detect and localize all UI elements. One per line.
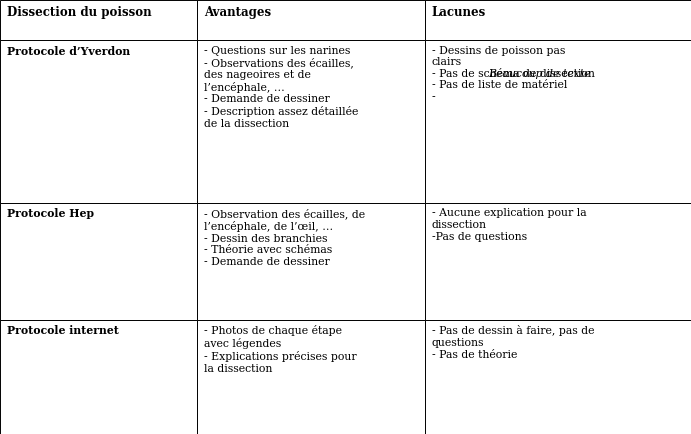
Bar — [197, 203, 425, 320]
Text: Avantages: Avantages — [204, 6, 271, 19]
Bar — [197, 0, 425, 40]
Text: - Pas de dessin à faire, pas de
questions
- Pas de théorie: - Pas de dessin à faire, pas de question… — [432, 326, 594, 360]
Text: - Observation des écailles, de
l’encéphale, de l’œil, …
- Dessin des branchies
-: - Observation des écailles, de l’encépha… — [204, 208, 365, 267]
Bar — [0, 203, 197, 320]
Bar — [197, 40, 425, 203]
Bar — [425, 320, 691, 434]
Bar — [197, 320, 425, 434]
Text: Protocole Hep: Protocole Hep — [7, 208, 94, 219]
Bar — [425, 203, 691, 320]
Text: Lacunes: Lacunes — [432, 6, 486, 19]
Text: Dissection du poisson: Dissection du poisson — [7, 6, 151, 19]
Text: Protocole internet: Protocole internet — [7, 326, 119, 336]
Text: - Aucune explication pour la
dissection
-Pas de questions: - Aucune explication pour la dissection … — [432, 208, 587, 241]
Bar — [0, 40, 197, 203]
Bar — [425, 40, 691, 203]
Text: - Dessins de poisson pas
clairs
- Pas de schéma de dissection
- Pas de liste de : - Dessins de poisson pas clairs - Pas de… — [432, 46, 595, 102]
Text: Beaucoup de texte: Beaucoup de texte — [488, 69, 590, 79]
Bar — [0, 320, 197, 434]
Bar — [0, 0, 197, 40]
Text: - Photos de chaque étape
avec légendes
- Explications précises pour
la dissectio: - Photos de chaque étape avec légendes -… — [204, 326, 357, 374]
Bar — [425, 0, 691, 40]
Text: - Questions sur les narines
- Observations des écailles,
des nageoires et de
l’e: - Questions sur les narines - Observatio… — [204, 46, 358, 128]
Text: Protocole d’Yverdon: Protocole d’Yverdon — [7, 46, 130, 56]
